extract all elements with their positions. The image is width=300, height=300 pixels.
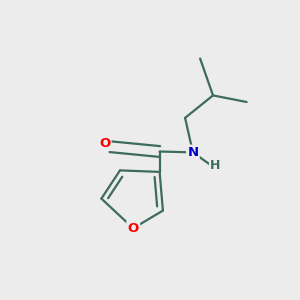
Text: O: O (128, 222, 139, 235)
Text: H: H (210, 159, 220, 172)
Text: O: O (99, 136, 110, 150)
Text: N: N (187, 146, 199, 159)
